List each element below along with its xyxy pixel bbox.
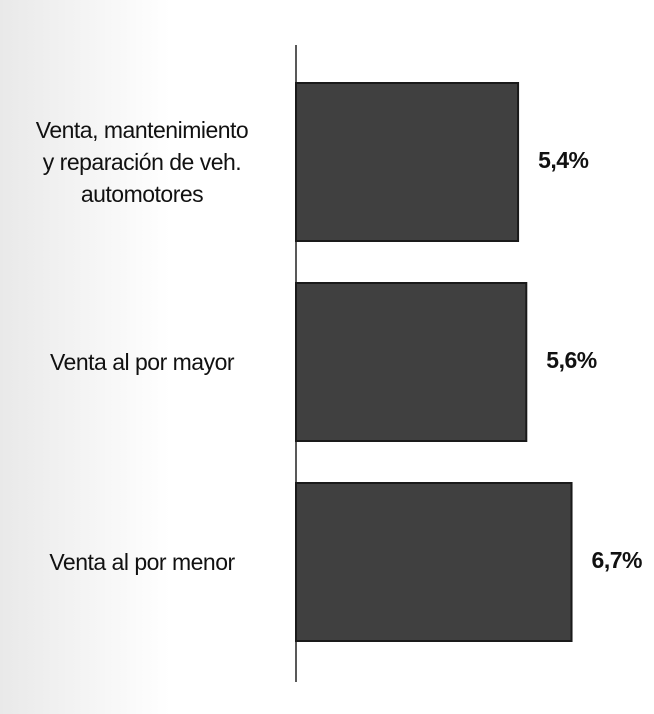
value-label: 6,7%: [592, 547, 642, 573]
bar: [295, 282, 528, 442]
category-label: Venta, mantenimiento y reparación de veh…: [35, 117, 249, 207]
value-label: 5,4%: [538, 147, 588, 173]
category-label: Venta al por menor: [49, 549, 235, 575]
bar: [295, 82, 520, 242]
bar: [295, 482, 573, 642]
value-label: 5,6%: [546, 347, 596, 373]
category-label: Venta al por mayor: [49, 349, 235, 375]
